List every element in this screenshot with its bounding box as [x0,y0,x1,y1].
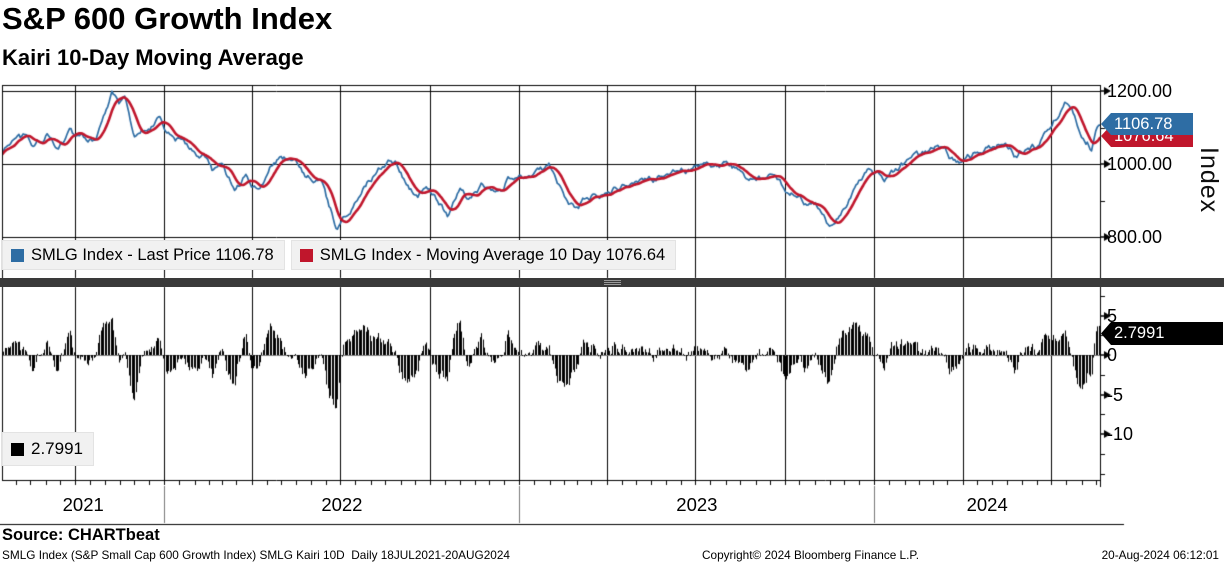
kairi-axis-tick-label: 5 [1107,305,1118,326]
page-subtitle: Kairi 10-Day Moving Average [2,45,304,70]
price-axis-tick-label: 1200.00 [1107,81,1173,101]
year-label: 2024 [966,494,1008,515]
footer-timestamp: 20-Aug-2024 06:12:01 [1101,548,1219,562]
kairi-series-swatch-icon [11,442,24,456]
index-axis-title: Index [1195,147,1223,214]
kairi-axis-tick-label: -10 [1107,424,1134,444]
kairi-axis-tick-label: 0 [1107,345,1118,365]
year-label: 2022 [321,494,363,515]
bottom-legend: 2.7991 [2,432,94,466]
footer-copyright: Copyright© 2024 Bloomberg Finance L.P. [702,548,920,562]
legend-label: SMLG Index - Moving Average 10 Day 1076.… [319,245,666,264]
kairi-axis-tick-label: -5 [1107,384,1124,405]
price-series-swatch-icon [11,248,24,262]
kairi-badge: 2.7991 [1101,322,1223,345]
legend-label: 2.7991 [31,439,83,458]
footer-description: SMLG Index (S&P Small Cap 600 Growth Ind… [2,548,510,562]
ma-series-swatch-icon [299,248,313,262]
legend-item-last-price[interactable]: SMLG Index - Last Price 1106.78 [2,240,285,270]
last-price-badge: 1106.78 [1101,113,1193,135]
year-label: 2023 [676,494,718,515]
price-axis-tick-label: 800.00 [1107,227,1163,247]
panel-resize-handle-icon[interactable] [604,280,621,285]
price-axis-tick-label: 1000.00 [1107,154,1173,174]
top-legend: SMLG Index - Last Price 1106.78 SMLG Ind… [2,240,677,270]
legend-item-kairi[interactable]: 2.7991 [2,432,94,466]
legend-item-moving-average[interactable]: SMLG Index - Moving Average 10 Day 1076.… [290,240,677,270]
year-label: 2021 [62,494,104,515]
source-label: Source: CHARTbeat [2,526,160,544]
page-title: S&P 600 Growth Index [2,1,333,36]
legend-label: SMLG Index - Last Price 1106.78 [31,245,274,264]
